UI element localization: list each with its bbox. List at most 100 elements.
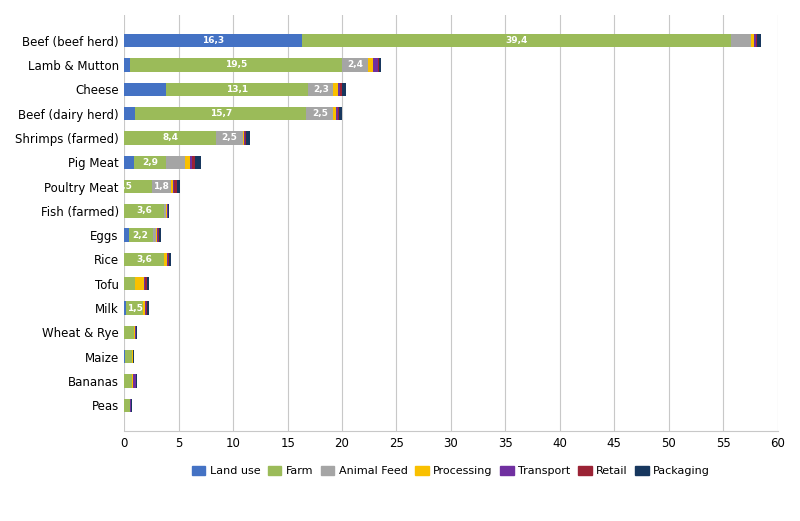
Text: 8,4: 8,4 [162, 133, 178, 142]
Bar [342, 58, 368, 71]
Bar [306, 107, 334, 120]
Bar [143, 302, 145, 315]
Bar [124, 399, 130, 412]
Bar [757, 34, 762, 47]
Bar [751, 34, 754, 47]
Text: 1,5: 1,5 [126, 304, 142, 313]
Bar [145, 302, 146, 315]
Bar [132, 350, 133, 364]
Bar [368, 58, 373, 71]
Bar [145, 277, 147, 291]
Bar [147, 302, 150, 315]
Bar [192, 155, 195, 169]
Bar [136, 375, 138, 388]
Bar [124, 58, 130, 71]
Text: 2,9: 2,9 [142, 158, 158, 167]
Text: 15,7: 15,7 [210, 109, 232, 118]
Text: 2,4: 2,4 [347, 60, 363, 69]
Bar [130, 58, 342, 71]
Bar [134, 155, 166, 169]
Text: 1,8: 1,8 [154, 182, 170, 191]
Bar [373, 58, 378, 71]
Bar [756, 34, 757, 47]
Text: 16,3: 16,3 [202, 36, 224, 45]
Bar [168, 204, 169, 218]
Bar [754, 34, 756, 47]
Bar [245, 131, 246, 144]
Bar [342, 82, 346, 96]
Text: 3,6: 3,6 [136, 255, 152, 264]
Bar [334, 82, 338, 96]
Bar [124, 302, 126, 315]
Bar [302, 34, 730, 47]
Legend: Land use, Farm, Animal Feed, Processing, Transport, Retail, Packaging: Land use, Farm, Animal Feed, Processing,… [187, 462, 714, 481]
Bar [132, 375, 133, 388]
Bar [156, 229, 157, 242]
Bar [126, 302, 143, 315]
Bar [129, 229, 153, 242]
Bar [243, 131, 244, 144]
Bar [131, 399, 132, 412]
Bar [153, 229, 156, 242]
Bar [124, 253, 163, 266]
Bar [157, 229, 158, 242]
Bar [124, 350, 126, 364]
Text: 19,5: 19,5 [225, 60, 247, 69]
Bar [308, 82, 334, 96]
Bar [163, 204, 166, 218]
Bar [124, 131, 216, 144]
Bar [124, 34, 302, 47]
Bar [124, 375, 132, 388]
Bar [135, 107, 306, 120]
Bar [730, 34, 751, 47]
Bar [146, 302, 147, 315]
Bar [195, 155, 201, 169]
Text: 2,5: 2,5 [312, 109, 328, 118]
Bar [124, 277, 135, 291]
Bar [124, 107, 135, 120]
Bar [163, 253, 166, 266]
Bar [166, 204, 168, 218]
Bar [166, 253, 168, 266]
Bar [133, 350, 134, 364]
Bar [130, 399, 131, 412]
Bar [174, 180, 177, 193]
Bar [168, 253, 169, 266]
Bar [338, 107, 342, 120]
Bar [190, 155, 192, 169]
Bar [134, 326, 135, 339]
Bar [379, 58, 382, 71]
Bar [338, 82, 340, 96]
Bar [169, 253, 171, 266]
Bar [124, 180, 151, 193]
Bar [124, 204, 163, 218]
Bar [166, 82, 308, 96]
Bar [334, 107, 335, 120]
Bar [335, 107, 338, 120]
Text: 2,3: 2,3 [313, 85, 329, 94]
Bar [124, 229, 129, 242]
Bar [166, 155, 186, 169]
Bar [171, 180, 174, 193]
Bar [136, 326, 138, 339]
Text: 3,6: 3,6 [136, 206, 152, 215]
Bar [177, 180, 180, 193]
Bar [378, 58, 379, 71]
Bar [216, 131, 243, 144]
Bar [124, 326, 134, 339]
Bar [135, 277, 144, 291]
Bar [158, 229, 159, 242]
Bar [133, 375, 136, 388]
Bar [147, 277, 150, 291]
Text: 2,2: 2,2 [133, 231, 149, 240]
Bar [244, 131, 245, 144]
Bar [151, 180, 171, 193]
Bar [186, 155, 190, 169]
Bar [340, 82, 342, 96]
Bar [159, 229, 162, 242]
Text: 2,5: 2,5 [222, 133, 238, 142]
Bar [246, 131, 250, 144]
Bar [144, 277, 145, 291]
Bar [124, 82, 166, 96]
Bar [124, 155, 134, 169]
